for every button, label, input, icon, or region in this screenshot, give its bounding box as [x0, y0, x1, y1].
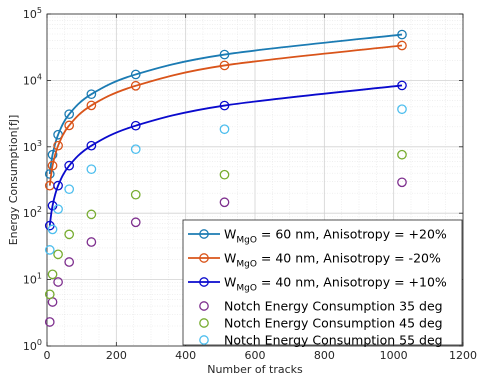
legend-box — [182, 219, 463, 346]
data-point — [397, 177, 407, 188]
legend-label: Notch Energy Consumption 35 deg — [224, 299, 443, 314]
legend-item-1: WMgO = 60 nm, Anisotropy = +20% — [188, 227, 447, 246]
legend-item-3: WMgO = 40 nm, Anisotropy = +10% — [188, 275, 447, 294]
data-point — [47, 269, 58, 280]
data-point — [86, 209, 97, 220]
legend-marker — [199, 277, 209, 287]
data-point — [64, 229, 75, 240]
x-tick-label: 400 — [175, 349, 196, 362]
data-point — [219, 60, 230, 71]
x-tick-label: 200 — [106, 349, 127, 362]
legend-marker — [199, 301, 209, 311]
y-tick-label: 100 — [23, 338, 42, 353]
y-tick-label: 103 — [23, 139, 42, 154]
data-point — [130, 189, 141, 200]
series-5 — [44, 149, 407, 300]
data-point — [86, 164, 97, 175]
x-axis-title: Number of tracks — [207, 363, 303, 376]
data-point — [219, 124, 230, 135]
data-point — [53, 140, 63, 151]
series-6 — [44, 104, 407, 255]
legend-item-6: Notch Energy Consumption 55 deg — [199, 333, 443, 348]
y-tick-label: 104 — [23, 72, 42, 87]
x-tick-label: 1000 — [380, 349, 408, 362]
series-line — [48, 33, 403, 175]
series-line — [48, 44, 403, 186]
legend-label: WMgO = 40 nm, Anisotropy = +10% — [224, 275, 447, 294]
legend-label: Notch Energy Consumption 55 deg — [224, 333, 443, 348]
data-point — [47, 224, 58, 235]
x-tick-label: 600 — [245, 349, 266, 362]
data-point — [130, 120, 141, 131]
data-point — [64, 120, 75, 131]
y-tick-label: 101 — [23, 272, 42, 287]
data-point — [397, 40, 407, 51]
data-point — [86, 237, 97, 247]
data-point — [130, 69, 141, 80]
y-tick-label: 102 — [23, 205, 42, 220]
data-point — [397, 29, 407, 40]
legend-item-2: WMgO = 40 nm, Anisotropy = -20% — [188, 251, 441, 270]
data-point — [64, 160, 75, 171]
legend-label: Notch Energy Consumption 45 deg — [224, 316, 443, 331]
data-point — [64, 257, 75, 267]
data-point — [86, 100, 97, 111]
x-tick-label: 0 — [44, 349, 51, 362]
data-point — [44, 317, 55, 327]
data-point — [86, 140, 97, 151]
data-point — [397, 104, 407, 115]
data-point — [53, 249, 63, 260]
legend-marker — [199, 229, 209, 239]
data-point — [397, 149, 407, 160]
legend-marker — [199, 253, 209, 263]
series-line — [48, 84, 403, 226]
data-point — [47, 160, 58, 171]
y-axis-title: Energy Consumption[fJ] — [7, 115, 20, 246]
x-tick-label: 1200 — [449, 349, 477, 362]
legend-label: WMgO = 40 nm, Anisotropy = -20% — [224, 251, 441, 270]
data-point — [130, 144, 141, 155]
data-point — [44, 245, 55, 255]
data-point — [53, 204, 63, 215]
data-point — [130, 80, 141, 91]
y-tick-label: 105 — [23, 6, 42, 21]
x-tick-label: 800 — [314, 349, 335, 362]
data-point — [219, 100, 230, 111]
data-point — [219, 197, 230, 208]
data-point — [130, 217, 141, 228]
data-point — [64, 184, 75, 195]
data-point — [53, 277, 63, 287]
data-point — [219, 169, 230, 180]
legend-marker — [199, 335, 209, 345]
data-point — [86, 89, 97, 100]
data-point — [44, 289, 55, 300]
legend-item-4: Notch Energy Consumption 35 deg — [199, 299, 443, 314]
series-4 — [44, 177, 407, 327]
legend-label: WMgO = 60 nm, Anisotropy = +20% — [224, 227, 447, 246]
data-point — [64, 109, 75, 120]
data-point — [47, 149, 58, 160]
data-point — [53, 180, 63, 191]
series-2 — [44, 40, 407, 191]
data-point — [397, 80, 407, 91]
legend-item-5: Notch Energy Consumption 45 deg — [199, 316, 443, 331]
data-point — [219, 49, 230, 60]
legend-marker — [199, 318, 209, 328]
